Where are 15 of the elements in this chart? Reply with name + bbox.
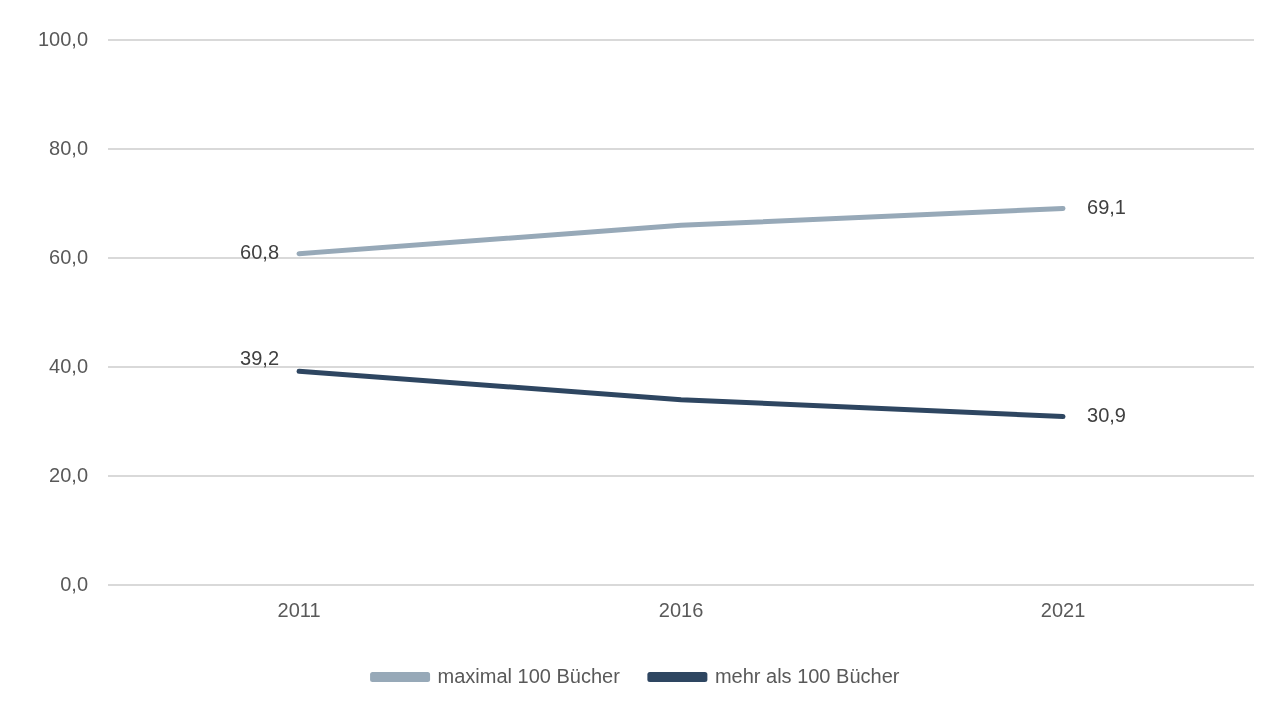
y-tick-label: 60,0 — [49, 245, 89, 268]
y-tick-label: 100,0 — [37, 27, 89, 50]
y-tick-label: 0,0 — [60, 572, 89, 595]
data-label: 30,9 — [1087, 404, 1126, 427]
data-label: 69,1 — [1087, 195, 1126, 218]
data-label: 39,2 — [240, 346, 280, 369]
x-tick-label: 2011 — [277, 598, 321, 621]
y-tick-label: 20,0 — [49, 463, 89, 486]
legend-label: maximal 100 Bücher — [437, 664, 621, 687]
x-tick-label: 2016 — [658, 598, 704, 621]
legend-label: mehr als 100 Bücher — [714, 664, 900, 687]
x-tick-label: 2021 — [1040, 598, 1086, 621]
y-tick-label: 40,0 — [49, 354, 89, 377]
y-tick-label: 80,0 — [49, 136, 89, 159]
data-label: 60,8 — [240, 241, 280, 264]
